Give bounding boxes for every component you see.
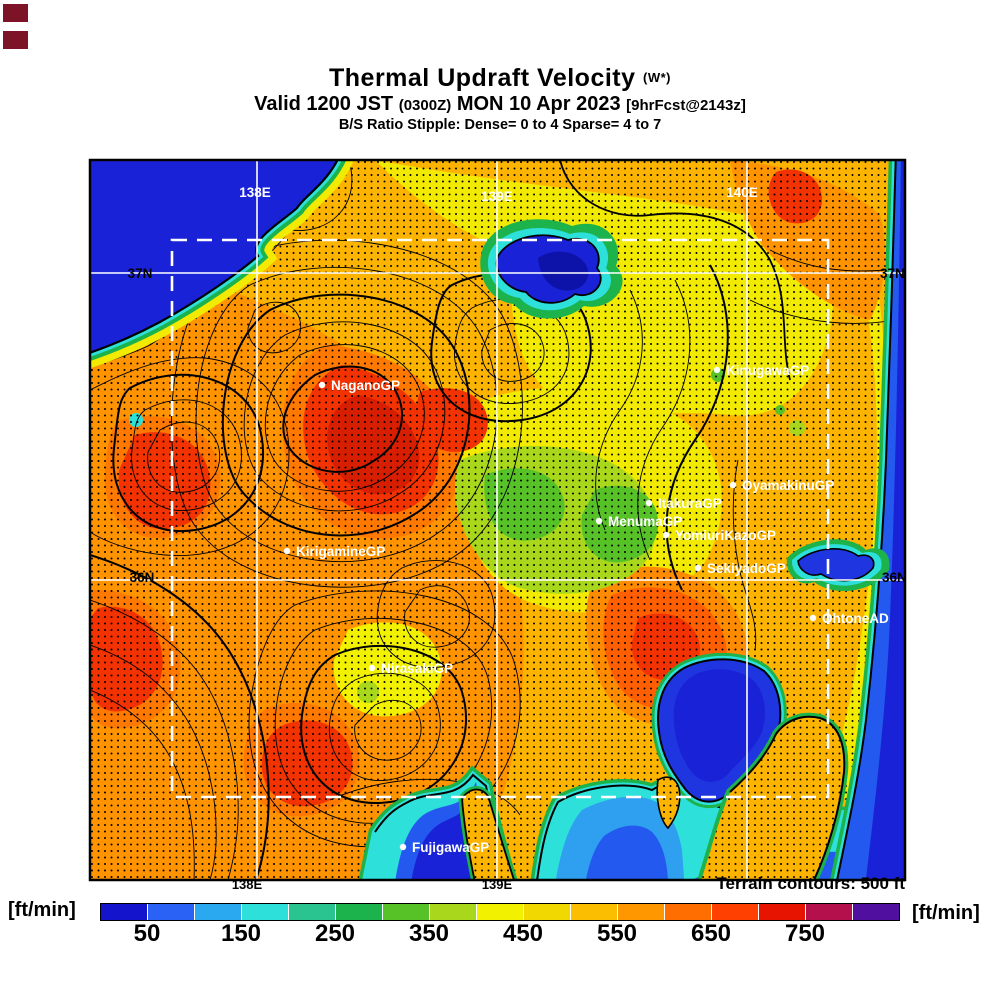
colorbar-segment xyxy=(570,904,617,920)
site-label: YomiuriKazoGP xyxy=(675,528,776,543)
site-marker: NaganoGP xyxy=(318,378,400,393)
sea-of-japan xyxy=(90,160,354,369)
colorbar-segment xyxy=(241,904,288,920)
site-label: SekiyadoGP xyxy=(707,561,786,576)
izu-peninsula xyxy=(458,786,518,880)
colorbar-segment xyxy=(805,904,852,920)
lon-label-top: 139E xyxy=(481,189,513,204)
miura-peninsula xyxy=(656,776,681,830)
colorbar-segment xyxy=(288,904,335,920)
site-marker: OyamakinuGP xyxy=(729,478,834,493)
site-label: OyamakinuGP xyxy=(742,478,834,493)
corner-marker xyxy=(3,4,28,22)
page-title: Thermal Updraft Velocity (W*) xyxy=(0,64,1000,93)
colorbar-segment xyxy=(101,904,147,920)
graticule xyxy=(90,160,905,880)
site-label: NirasakiGP xyxy=(381,661,453,676)
colorbar-tick: 550 xyxy=(596,920,638,947)
blue-blob xyxy=(480,219,623,319)
valid-date: MON 10 Apr 2023 xyxy=(456,92,621,115)
colorbar-segment xyxy=(335,904,382,920)
site-marker: FujigawaGP xyxy=(399,840,489,855)
nest-domain-box xyxy=(170,238,830,799)
colorbar-segment xyxy=(147,904,194,920)
title-unit: (W*) xyxy=(642,70,671,85)
site-marker: ItakuraGP xyxy=(645,496,722,511)
colorbar-segment xyxy=(617,904,664,920)
site-marker: MenumaGP xyxy=(595,514,682,529)
lat-label-right: 36N xyxy=(882,570,907,585)
colorbar-segment xyxy=(382,904,429,920)
colorbar-tick: 650 xyxy=(690,920,732,947)
site-label: OhtoneAD xyxy=(822,611,889,626)
site-label: NaganoGP xyxy=(331,378,400,393)
site-marker: OhtoneAD xyxy=(809,611,889,626)
site-marker: SekiyadoGP xyxy=(694,561,786,576)
site-label: KinugawaGP xyxy=(726,363,809,378)
title-text: Thermal Updraft Velocity xyxy=(329,64,636,92)
forecast-map: 138E 139E 140E 37N 36N 37N 36N NaganoGP … xyxy=(88,158,907,882)
colorbar-tick: 50 xyxy=(133,920,161,947)
colorbar-segment xyxy=(476,904,523,920)
map-art xyxy=(90,160,905,880)
lat-label-right: 37N xyxy=(880,266,905,281)
site-label: FujigawaGP xyxy=(412,840,489,855)
colorbar-tick: 150 xyxy=(220,920,262,947)
valid-prefix: Valid 1200 JST xyxy=(254,92,394,115)
colorbar-tick: 250 xyxy=(314,920,356,947)
lon-label-bottom: 138E xyxy=(231,877,263,892)
site-marker: NirasakiGP xyxy=(368,661,453,676)
unit-label-right: [ft/min] xyxy=(912,902,980,924)
colorbar-tick: 750 xyxy=(784,920,826,947)
site-marker: YomiuriKazoGP xyxy=(662,528,776,543)
valid-zulu: (0300Z) xyxy=(398,96,452,114)
colorbar-segment xyxy=(194,904,241,920)
site-label: MenumaGP xyxy=(608,514,682,529)
map-border xyxy=(88,158,907,882)
header: Thermal Updraft Velocity (W*) Valid 1200… xyxy=(0,64,1000,133)
lake xyxy=(786,539,890,592)
colorbar-segment xyxy=(852,904,899,920)
colorbar-segments xyxy=(100,903,900,921)
boso-peninsula xyxy=(697,712,849,880)
site-label: ItakuraGP xyxy=(658,496,722,511)
colorbar-segment xyxy=(429,904,476,920)
site-marker: KirigamineGP xyxy=(283,544,385,559)
coordinate-labels: 138E 139E 140E 37N 36N 37N 36N xyxy=(128,185,907,585)
colorbar-segment xyxy=(711,904,758,920)
site-markers: NaganoGP KinugawaGP OyamakinuGP ItakuraG… xyxy=(283,363,889,855)
unit-label-left: [ft/min] xyxy=(8,899,76,921)
lat-label-left: 37N xyxy=(128,266,153,281)
terrain-note: Terrain contours: 500 ft xyxy=(716,874,905,893)
colorbar-segment xyxy=(758,904,805,920)
lon-label-bottom: 139E xyxy=(481,877,513,892)
colorbar-tick: 350 xyxy=(408,920,450,947)
lat-label-left: 36N xyxy=(130,570,155,585)
colorbar-segment xyxy=(664,904,711,920)
site-marker: KinugawaGP xyxy=(713,363,809,378)
colorbar-segment xyxy=(523,904,570,920)
colorbar-tick: 450 xyxy=(502,920,544,947)
site-label: KirigamineGP xyxy=(296,544,385,559)
stipple-note: B/S Ratio Stipple: Dense= 0 to 4 Sparse=… xyxy=(338,116,662,133)
forecast-tag: [9hrFcst@2143z] xyxy=(626,96,746,114)
valid-line: Valid 1200 JST (0300Z) MON 10 Apr 2023 [… xyxy=(0,93,1000,116)
map-canvas: 138E 139E 140E 37N 36N 37N 36N NaganoGP … xyxy=(88,158,907,882)
lon-label-top: 138E xyxy=(239,185,271,200)
corner-marker xyxy=(3,31,28,49)
lon-label-top: 140E xyxy=(726,185,758,200)
